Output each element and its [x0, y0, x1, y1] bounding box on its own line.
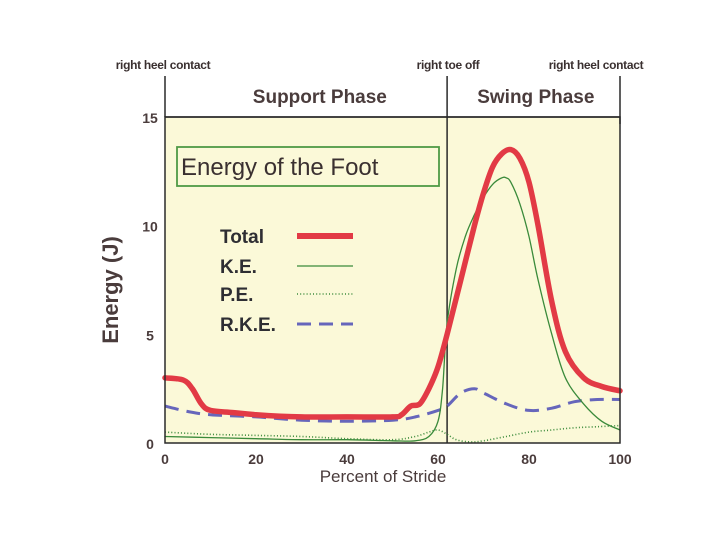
y-axis-title: Energy (J) — [98, 236, 123, 344]
x-tick-label: 20 — [248, 451, 264, 467]
x-tick-label: 80 — [521, 451, 537, 467]
x-axis-title: Percent of Stride — [320, 467, 447, 486]
legend-label: Total — [220, 227, 264, 248]
x-tick-label: 0 — [161, 451, 169, 467]
legend-label: R.K.E. — [220, 315, 276, 336]
x-tick-label: 100 — [608, 451, 632, 467]
y-tick-label: 15 — [142, 110, 158, 126]
title-box — [176, 146, 440, 187]
x-tick-label: 40 — [339, 451, 355, 467]
legend-label: P.E. — [220, 285, 253, 306]
event-label: right toe off — [417, 58, 481, 72]
phase-label: Swing Phase — [477, 87, 594, 108]
plot-frame — [164, 116, 621, 444]
series-line-total — [162, 146, 623, 420]
event-label: right heel contact — [549, 58, 644, 72]
legend-label: K.E. — [220, 257, 257, 278]
y-tick-label: 10 — [142, 219, 158, 235]
event-label: right heel contact — [116, 58, 211, 72]
x-tick-label: 60 — [430, 451, 446, 467]
phase-label: Support Phase — [253, 87, 387, 108]
y-tick-label: 0 — [146, 436, 154, 452]
chart-title: Energy of the Foot — [181, 154, 379, 181]
series-line-ke — [164, 176, 621, 442]
y-tick-label: 5 — [146, 327, 154, 343]
